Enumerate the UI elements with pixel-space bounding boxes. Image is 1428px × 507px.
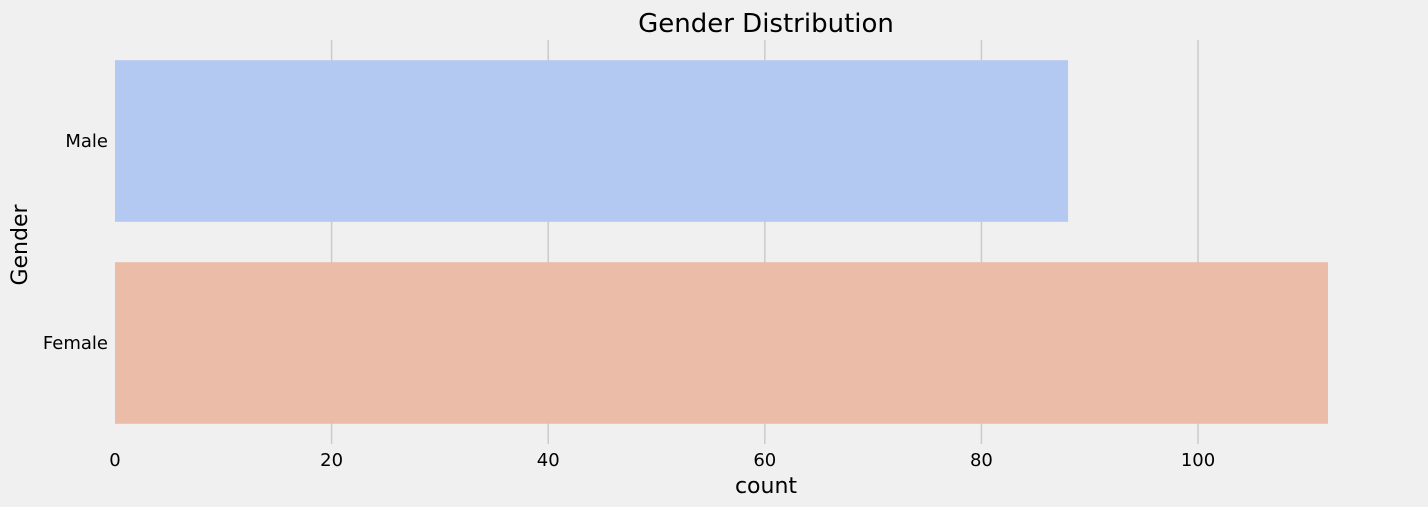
bar-male <box>115 60 1069 222</box>
y-tick-label-male: Male <box>65 131 108 152</box>
x-tick-label-0: 0 <box>109 450 120 471</box>
x-tick-label-40: 40 <box>537 450 560 471</box>
x-tick-label-60: 60 <box>753 450 776 471</box>
x-tick-label-20: 20 <box>320 450 343 471</box>
bars <box>115 60 1328 424</box>
y-tick-label-female: Female <box>43 333 108 354</box>
x-tick-label-100: 100 <box>1181 450 1215 471</box>
tick-labels: Male Female 0 20 40 60 80 100 <box>43 131 1215 471</box>
chart-title: Gender Distribution <box>638 9 894 39</box>
x-tick-label-80: 80 <box>970 450 993 471</box>
bar-female <box>115 262 1328 424</box>
x-axis-label: count <box>735 474 797 499</box>
y-axis-label: Gender <box>8 204 33 286</box>
